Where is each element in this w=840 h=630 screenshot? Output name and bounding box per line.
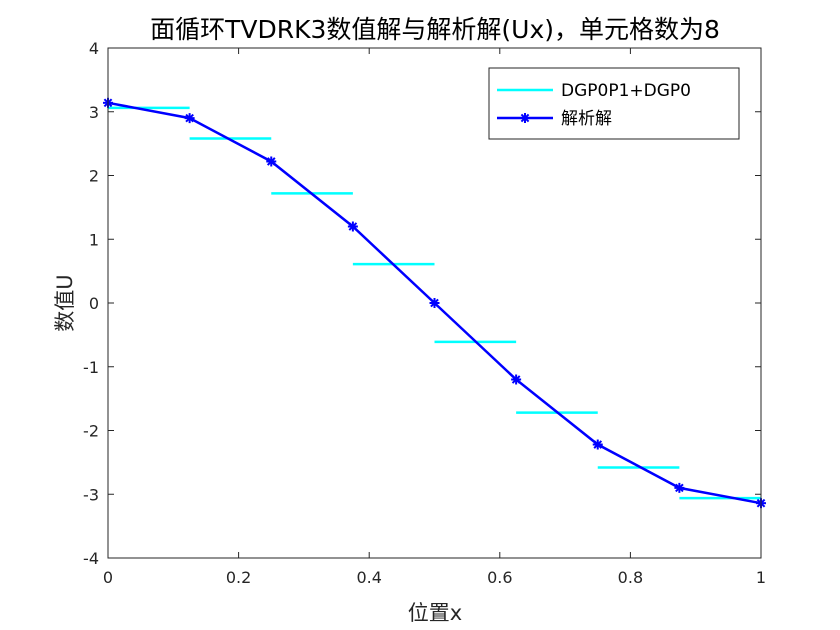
legend-box <box>488 67 740 140</box>
x-tick-label: 0.6 <box>487 568 512 587</box>
x-tick-label: 1 <box>756 568 766 587</box>
x-tick-label: 0.4 <box>356 568 381 587</box>
series-analytic-point-3 <box>347 221 358 232</box>
y-tick-label: 1 <box>89 230 99 249</box>
y-tick-label: -1 <box>83 358 99 377</box>
axes-layer: 0 0.2 0.4 0.6 0.8 1 -4 -3 -2 -1 0 1 2 3 4 <box>83 39 766 587</box>
y-tick-label: 0 <box>89 294 99 313</box>
legend-label-analytic: 解析解 <box>561 109 612 129</box>
series-analytic-point-1 <box>184 113 195 124</box>
series-analytic-point-6 <box>592 439 603 450</box>
series-analytic-point-5 <box>511 374 522 385</box>
series-analytic-point-7 <box>674 482 685 493</box>
y-axis-label: 数值U <box>53 274 77 331</box>
x-tick-label: 0 <box>103 568 113 587</box>
y-tick-label: -2 <box>83 422 99 441</box>
chart-title: 面循环TVDRK3数值解与解析解(Ux)，单元格数为8 <box>150 15 720 44</box>
x-tick-label: 0.2 <box>226 568 251 587</box>
y-tick-label: 4 <box>89 39 99 58</box>
x-tick-label: 0.8 <box>618 568 643 587</box>
x-axis-label: 位置x <box>408 601 462 625</box>
series-analytic-point-4 <box>429 298 440 308</box>
legend: DGP0P1+DGP0 解析解 <box>488 67 740 140</box>
y-tick-label: 3 <box>89 103 99 122</box>
y-tick-label: -3 <box>83 485 99 504</box>
legend-label-dgp: DGP0P1+DGP0 <box>561 81 691 101</box>
series-analytic-point-2 <box>266 156 277 167</box>
y-tick-label: -4 <box>83 549 99 568</box>
y-tick-label: 2 <box>89 167 99 186</box>
legend-marker-analytic <box>520 113 530 123</box>
